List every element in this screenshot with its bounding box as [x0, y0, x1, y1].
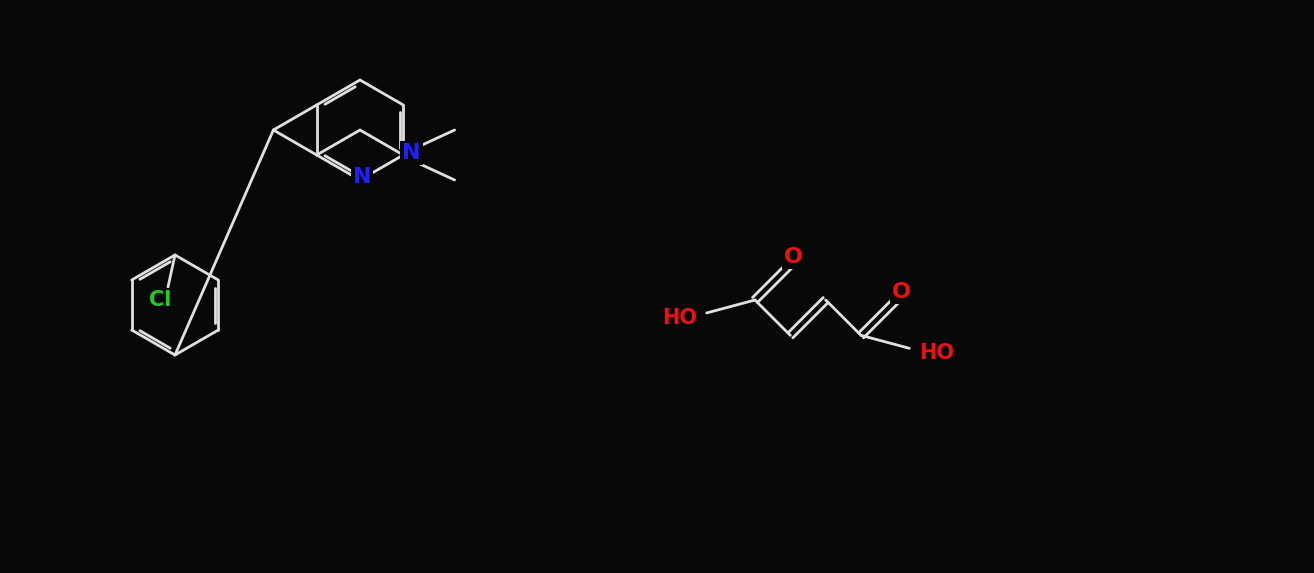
Text: HO: HO: [662, 308, 696, 328]
Text: O: O: [892, 282, 911, 302]
Text: O: O: [784, 246, 803, 266]
Text: HO: HO: [920, 343, 954, 363]
Text: Cl: Cl: [148, 290, 171, 310]
Text: N: N: [402, 143, 420, 163]
Text: N: N: [352, 167, 372, 187]
